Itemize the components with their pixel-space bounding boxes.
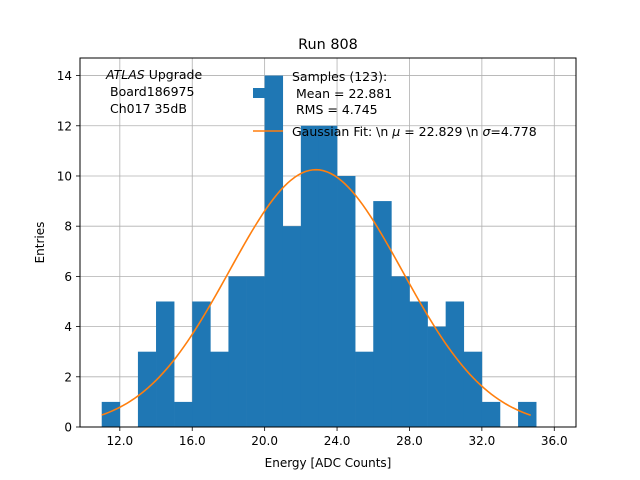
legend-fit-sigma: σ xyxy=(482,124,491,139)
histogram-bar xyxy=(373,201,392,427)
annotation-atlas: ATLAS xyxy=(105,67,145,82)
gaussian-fit-curve xyxy=(101,168,532,417)
histogram-bar xyxy=(156,301,175,427)
y-tick-label: 6 xyxy=(64,270,72,284)
annotation-line-3: Ch017 35dB xyxy=(110,101,187,116)
histogram-bar xyxy=(481,401,501,427)
x-tick-label: 24.0 xyxy=(324,434,351,448)
y-tick-label: 14 xyxy=(57,69,72,83)
chart-title: Run 808 xyxy=(298,37,358,53)
x-tick-label: 28.0 xyxy=(396,434,423,448)
x-tick-label: 32.0 xyxy=(469,434,496,448)
histogram-bar xyxy=(282,226,302,427)
fit-layer xyxy=(101,168,532,417)
histogram-bar xyxy=(427,326,446,427)
histogram-bar xyxy=(409,301,428,427)
y-tick-label: 10 xyxy=(57,169,72,183)
y-tick-label: 12 xyxy=(57,119,72,133)
histogram-bar xyxy=(355,351,374,427)
atlas-annotation: ATLAS Upgrade Board186975 Ch017 35dB xyxy=(105,67,202,116)
legend-fit-mu-value: = 22.829 \n xyxy=(400,124,482,139)
x-tick-label: 12.0 xyxy=(106,434,133,448)
annotation-line-1: ATLAS Upgrade xyxy=(105,67,202,82)
histogram-bar xyxy=(318,125,338,427)
y-tick-label: 4 xyxy=(64,320,72,334)
y-tick-label: 0 xyxy=(64,421,72,435)
legend-fit-mu: μ xyxy=(391,124,400,139)
y-tick-label: 2 xyxy=(64,370,72,384)
bars-layer xyxy=(101,75,537,428)
x-tick-label: 36.0 xyxy=(541,434,568,448)
y-tick-label: 8 xyxy=(64,220,72,234)
histogram-bar xyxy=(101,401,121,427)
legend-histogram-label-3: RMS = 4.745 xyxy=(296,102,378,117)
legend-histogram-label-1: Samples (123): xyxy=(292,69,387,84)
histogram-bar xyxy=(228,276,247,427)
histogram-bar xyxy=(264,75,284,428)
legend-histogram-label-2: Mean = 22.881 xyxy=(296,86,392,101)
histogram-bar xyxy=(246,276,265,427)
legend-fit-prefix: Gaussian Fit: \n xyxy=(292,124,392,139)
histogram-bar xyxy=(210,351,229,427)
annotation-upgrade: Upgrade xyxy=(145,67,203,82)
legend-fit-sigma-value: =4.778 xyxy=(490,124,536,139)
legend-histogram-swatch xyxy=(253,88,283,98)
y-axis-label: Entries xyxy=(33,222,47,264)
legend: Samples (123): Mean = 22.881 RMS = 4.745… xyxy=(253,69,537,139)
x-tick-label: 20.0 xyxy=(251,434,278,448)
y-axis-ticks: 0 2 4 6 8 10 12 14 xyxy=(57,69,80,435)
histogram-bar xyxy=(445,301,465,427)
plot-frame xyxy=(79,57,577,428)
legend-fit-label: Gaussian Fit: \n μ = 22.829 \n σ=4.778 xyxy=(292,124,537,139)
x-axis-label: Energy [ADC Counts] xyxy=(265,456,392,470)
x-axis-ticks: 12.0 16.0 20.0 24.0 28.0 32.0 36.0 xyxy=(106,427,568,448)
histogram-bar xyxy=(391,276,410,427)
histogram-bar xyxy=(337,175,356,427)
annotation-line-2: Board186975 xyxy=(110,84,194,99)
x-tick-label: 16.0 xyxy=(179,434,206,448)
histogram-bar xyxy=(174,401,193,427)
histogram-bar xyxy=(192,301,211,427)
histogram-bar xyxy=(463,351,483,427)
histogram-bar xyxy=(300,125,320,427)
